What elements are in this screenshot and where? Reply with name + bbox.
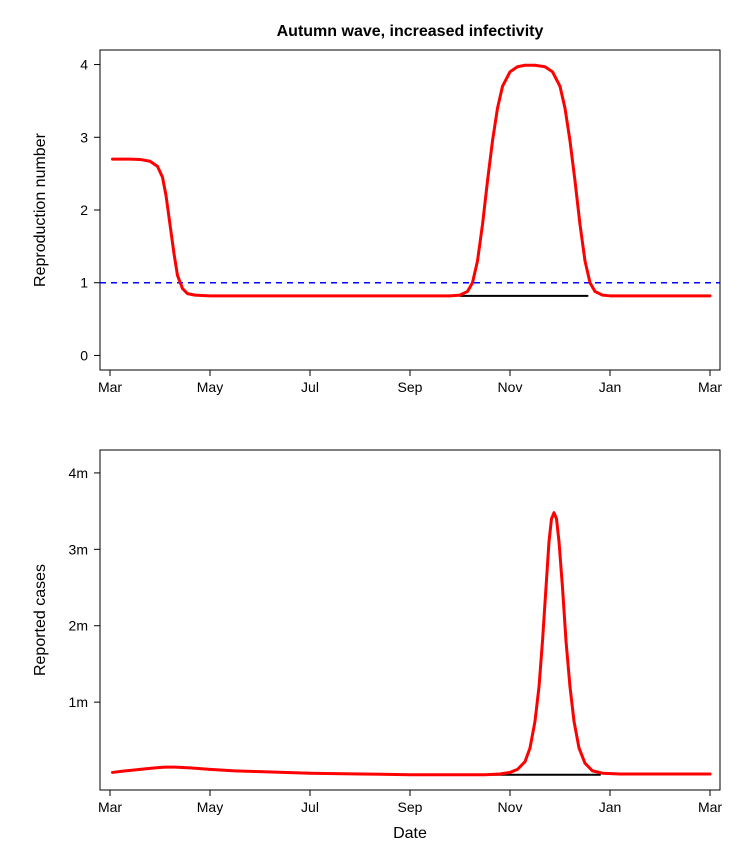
x-tick-label: Jul xyxy=(301,379,319,395)
x-tick-label: Mar xyxy=(698,379,722,395)
panel-reproduction-ylabel: Reproduction number xyxy=(32,132,49,287)
chart-container: Autumn wave, increased infectivity Mar May… xyxy=(0,0,754,863)
x-tick-label: Sep xyxy=(398,799,423,815)
x-tick-label: Mar xyxy=(98,799,122,815)
x-tick-label: Sep xyxy=(398,379,423,395)
panel-cases-frame xyxy=(100,450,720,790)
y-tick-label: 1m xyxy=(69,694,88,710)
x-tick-label: Mar xyxy=(98,379,122,395)
x-axis-label: Date xyxy=(393,825,427,842)
y-tick-label: 4 xyxy=(80,57,88,73)
y-tick-label: 3m xyxy=(69,541,88,557)
y-tick-label: 4m xyxy=(69,465,88,481)
y-tick-label: 2m xyxy=(69,618,88,634)
panel-cases-ylabel: Reported cases xyxy=(32,564,49,676)
panel-reproduction-frame xyxy=(100,50,720,370)
y-tick-label: 0 xyxy=(80,347,88,363)
x-tick-label: May xyxy=(197,379,223,395)
x-tick-label: Nov xyxy=(498,379,523,395)
x-tick-label: Jan xyxy=(599,379,622,395)
y-tick-label: 3 xyxy=(80,129,88,145)
x-tick-label: Jan xyxy=(599,799,622,815)
chart-svg: Autumn wave, increased infectivity Mar May… xyxy=(0,0,754,863)
x-tick-label: Mar xyxy=(698,799,722,815)
x-tick-label: May xyxy=(197,799,223,815)
y-tick-label: 2 xyxy=(80,202,88,218)
y-tick-label: 1 xyxy=(80,275,88,291)
x-tick-label: Jul xyxy=(301,799,319,815)
x-tick-label: Nov xyxy=(498,799,523,815)
chart-title: Autumn wave, increased infectivity xyxy=(277,23,544,40)
